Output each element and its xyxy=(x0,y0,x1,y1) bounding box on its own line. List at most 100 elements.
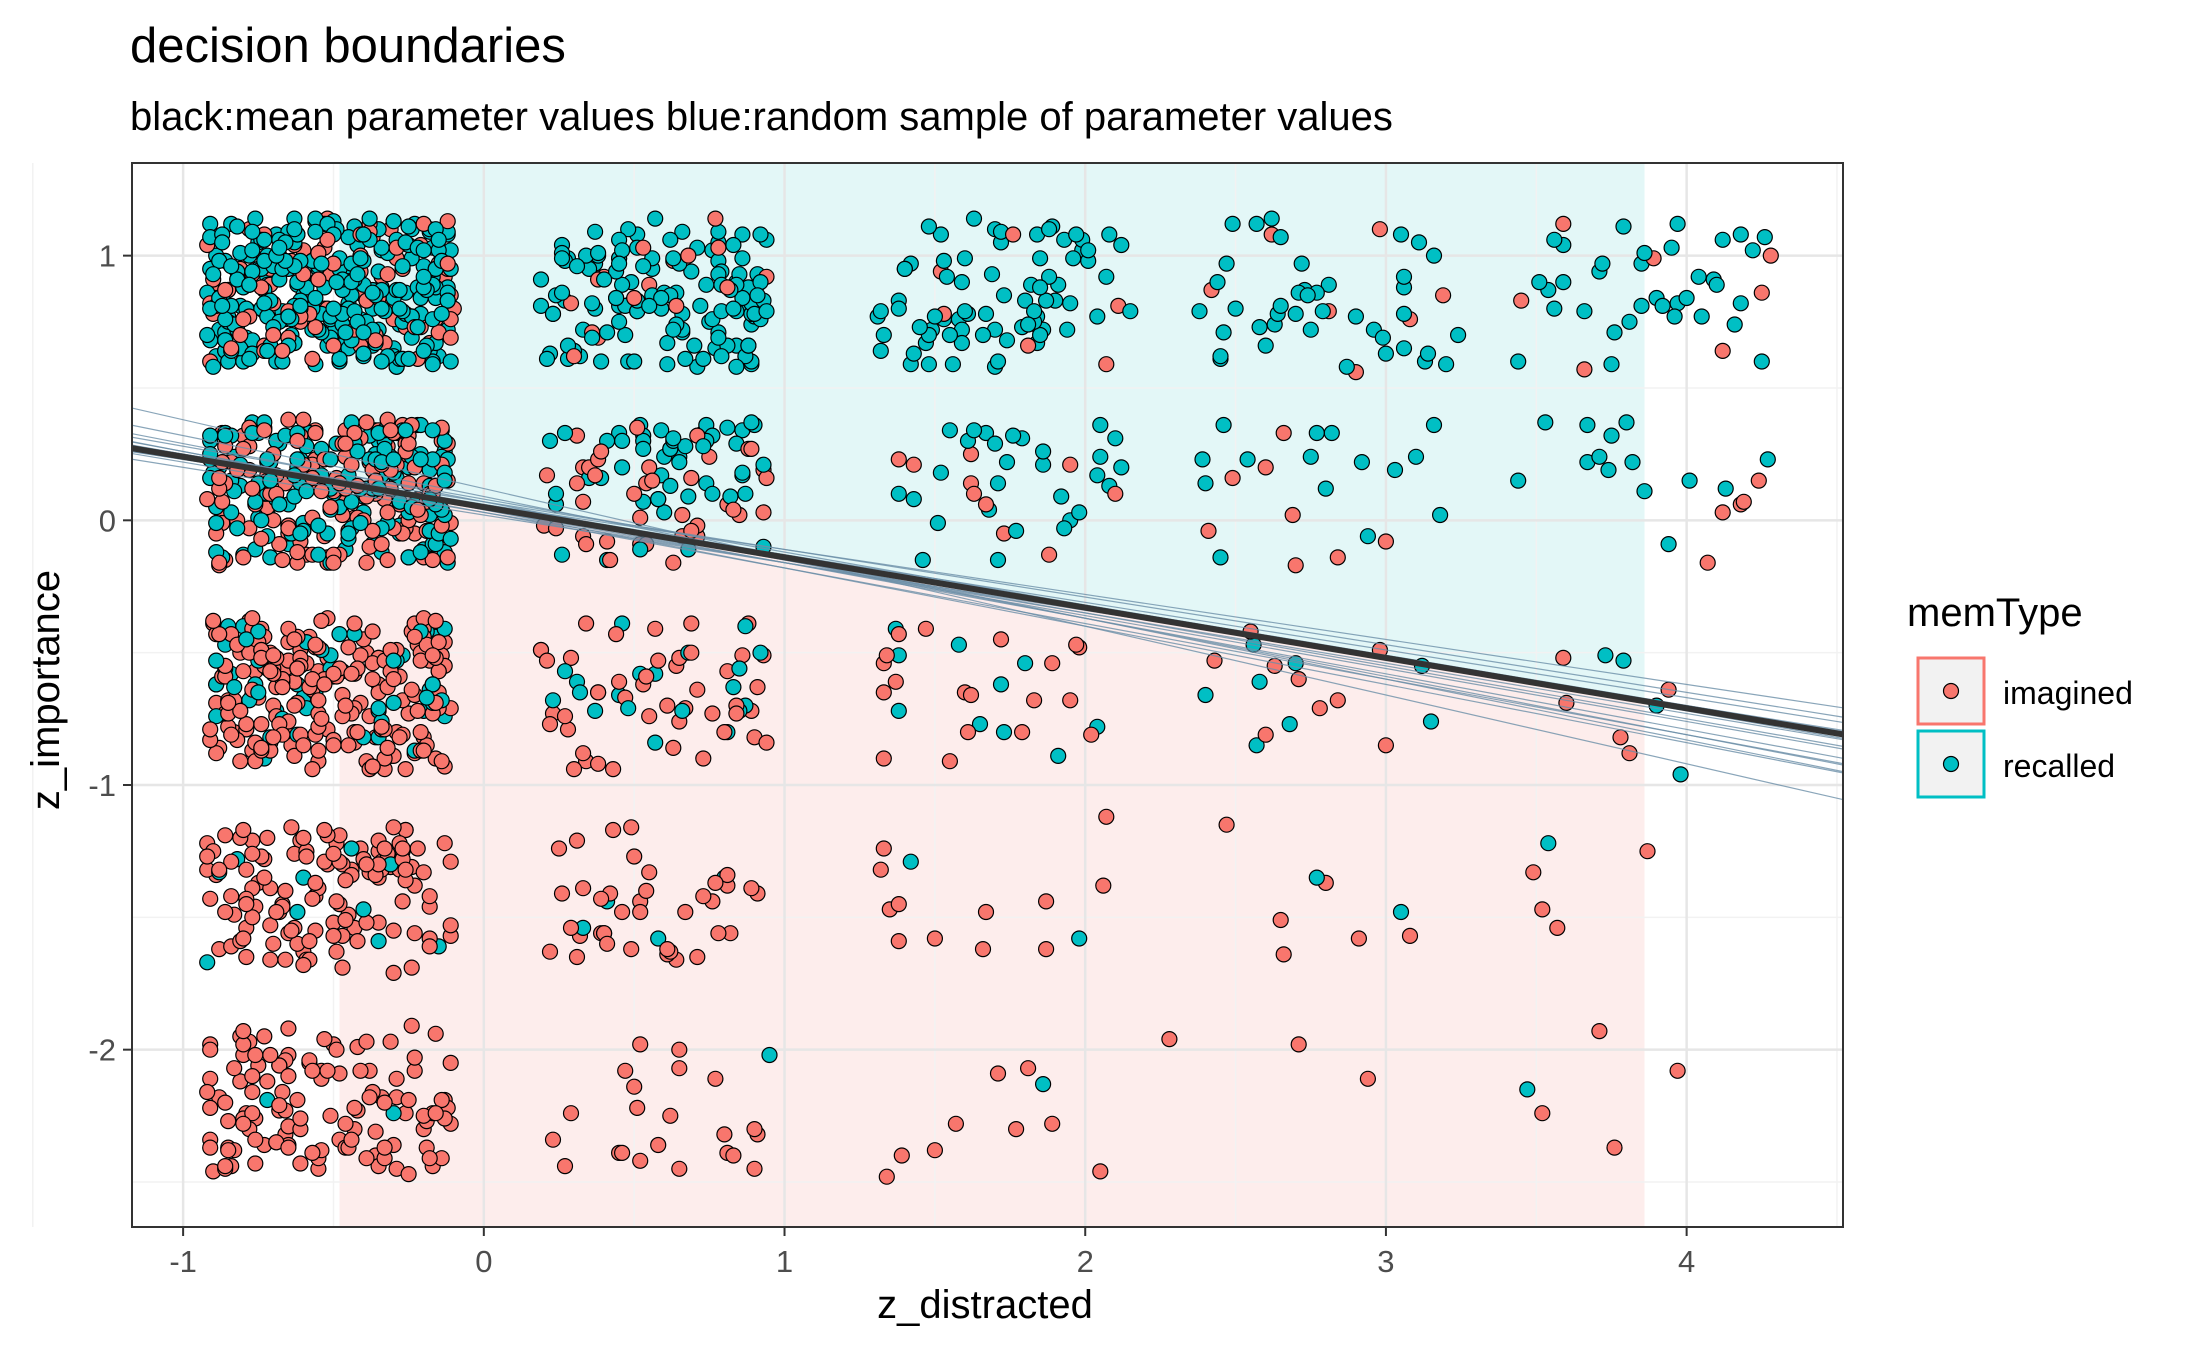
data-point-imagined xyxy=(232,753,249,770)
data-point-imagined xyxy=(385,670,402,688)
data-point-recalled xyxy=(241,276,258,293)
data-point-recalled xyxy=(415,342,432,359)
data-point-imagined xyxy=(244,909,261,926)
data-point-imagined xyxy=(262,917,279,934)
data-point-recalled xyxy=(734,250,751,267)
data-point-imagined xyxy=(427,612,444,630)
data-point-imagined xyxy=(1513,292,1530,309)
data-point-imagined xyxy=(274,551,291,569)
data-point-imagined xyxy=(367,1123,384,1140)
data-point-recalled xyxy=(205,266,222,283)
data-point-imagined xyxy=(1062,456,1079,473)
data-point-imagined xyxy=(668,297,685,314)
data-point-recalled xyxy=(589,244,607,262)
data-point-recalled xyxy=(1080,242,1097,259)
data-point-recalled xyxy=(532,297,550,314)
data-point-imagined xyxy=(340,639,357,656)
data-point-recalled xyxy=(1314,303,1331,320)
data-point-recalled xyxy=(890,300,907,317)
data-point-recalled xyxy=(1615,218,1632,235)
data-point-recalled xyxy=(902,853,919,870)
data-point-imagined xyxy=(376,1094,393,1111)
data-point-imagined xyxy=(259,829,276,847)
data-point-imagined xyxy=(325,737,342,754)
data-point-recalled xyxy=(758,303,775,320)
data-point-imagined xyxy=(1612,729,1629,746)
data-point-recalled xyxy=(662,231,679,248)
data-point-recalled xyxy=(436,432,453,449)
data-point-recalled xyxy=(289,903,306,921)
data-point-recalled xyxy=(1681,472,1698,489)
data-point-imagined xyxy=(1401,927,1419,945)
data-point-imagined xyxy=(373,535,390,553)
data-point-imagined xyxy=(629,1099,646,1117)
data-point-recalled xyxy=(364,284,381,301)
data-points xyxy=(199,210,1779,1185)
data-point-recalled xyxy=(1603,356,1620,373)
data-point-imagined xyxy=(887,673,904,690)
data-point-imagined xyxy=(680,247,697,264)
data-point-recalled xyxy=(556,663,574,680)
data-point-imagined xyxy=(626,848,643,865)
data-point-imagined xyxy=(403,681,420,698)
data-point-recalled xyxy=(1690,268,1707,285)
data-point-recalled xyxy=(1531,274,1548,291)
data-point-recalled xyxy=(989,353,1007,370)
data-point-imagined xyxy=(223,853,240,870)
data-point-recalled xyxy=(391,300,408,317)
data-point-recalled xyxy=(950,636,968,653)
data-point-recalled xyxy=(1353,454,1371,471)
data-point-imagined xyxy=(265,935,282,952)
data-point-imagined xyxy=(208,745,225,762)
data-point-imagined xyxy=(568,475,586,492)
data-point-imagined xyxy=(1013,723,1031,741)
data-point-imagined xyxy=(358,554,375,571)
data-point-recalled xyxy=(734,226,751,243)
data-point-recalled xyxy=(749,287,766,304)
data-point-imagined xyxy=(289,660,306,677)
data-point-imagined xyxy=(641,864,658,881)
sample-boundary-line xyxy=(132,445,1843,718)
data-point-imagined xyxy=(1098,356,1115,373)
data-point-recalled xyxy=(1272,229,1289,246)
data-point-imagined xyxy=(379,504,396,521)
data-point-imagined xyxy=(604,821,622,839)
data-point-imagined xyxy=(707,1070,724,1087)
data-point-recalled xyxy=(752,274,769,291)
data-point-imagined xyxy=(400,1091,417,1109)
data-point-imagined xyxy=(659,697,676,714)
data-point-recalled xyxy=(199,326,216,344)
data-point-recalled xyxy=(1603,427,1620,444)
y-axis-ticks: -2 -1 0 1 xyxy=(88,239,132,1068)
data-point-recalled xyxy=(965,422,983,439)
data-point-recalled xyxy=(613,242,631,259)
data-point-imagined xyxy=(328,943,345,960)
data-point-recalled xyxy=(1320,276,1337,293)
data-point-recalled xyxy=(598,324,616,341)
data-point-imagined xyxy=(734,647,751,664)
data-point-imagined xyxy=(244,1067,261,1085)
data-point-recalled xyxy=(926,308,944,325)
data-point-imagined xyxy=(758,469,775,487)
data-point-imagined xyxy=(743,440,760,457)
data-point-imagined xyxy=(553,885,571,902)
data-point-recalled xyxy=(674,702,691,720)
data-point-imagined xyxy=(989,1065,1007,1082)
data-point-imagined xyxy=(574,745,592,762)
data-point-recalled xyxy=(1546,231,1563,248)
data-point-imagined xyxy=(442,917,459,934)
data-point-recalled xyxy=(989,475,1007,492)
data-point-recalled xyxy=(752,226,769,243)
data-point-imagined xyxy=(1095,877,1112,894)
data-point-recalled xyxy=(1347,308,1365,325)
data-point-recalled xyxy=(1263,210,1280,227)
data-point-imagined xyxy=(623,819,640,836)
data-point-imagined xyxy=(439,213,456,230)
data-point-recalled xyxy=(1016,292,1034,309)
data-point-recalled xyxy=(613,276,631,293)
data-point-recalled xyxy=(307,223,324,240)
data-point-recalled xyxy=(607,289,625,307)
data-point-recalled xyxy=(1251,319,1268,336)
data-point-imagined xyxy=(890,451,907,468)
